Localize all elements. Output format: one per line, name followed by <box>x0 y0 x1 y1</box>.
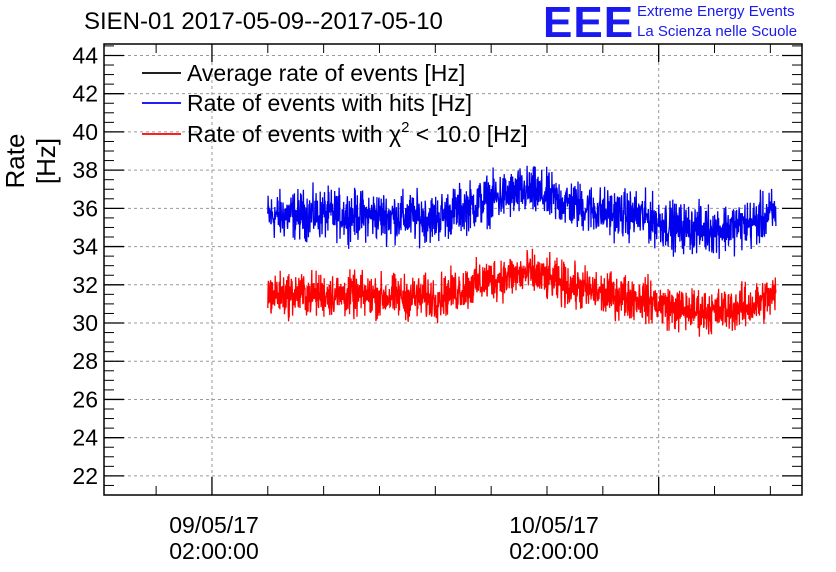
legend-label: Rate of events with χ2 < 10.0 [Hz] <box>187 119 528 147</box>
series-layer <box>267 165 777 337</box>
y-tick-label: 36 <box>72 195 98 221</box>
legend-label: Rate of events with hits [Hz] <box>187 90 472 116</box>
x-tick-date: 09/05/17 <box>169 512 259 538</box>
y-axis-label: Rate [Hz] <box>0 133 61 189</box>
y-tick-label: 40 <box>72 119 98 145</box>
series-line <box>267 165 777 259</box>
x-tick-time: 02:00:00 <box>169 538 259 564</box>
y-tick-label: 26 <box>72 386 98 412</box>
chart-title: SIEN-01 2017-05-09--2017-05-10 <box>84 8 443 35</box>
series-line <box>267 248 777 337</box>
legend-label-text: Rate of events with hits [Hz] <box>187 90 472 116</box>
y-tick-label: 44 <box>72 42 98 68</box>
legend-label-text: Rate of events with χ <box>187 121 401 147</box>
x-tick-label: 10/05/17 02:00:00 <box>484 512 624 564</box>
y-tick-label: 22 <box>72 463 98 489</box>
x-tick-label: 09/05/17 02:00:00 <box>144 512 284 564</box>
legend-label: Average rate of events [Hz] <box>187 60 465 86</box>
y-tick-label: 28 <box>72 348 98 374</box>
y-tick-label: 32 <box>72 272 98 298</box>
y-tick-label: 24 <box>72 425 98 451</box>
y-tick-label: 34 <box>72 234 98 260</box>
plot-frame <box>103 43 803 496</box>
x-tick-date: 10/05/17 <box>509 512 599 538</box>
legend: Average rate of events [Hz] Rate of event… <box>142 60 528 147</box>
x-tick-time: 02:00:00 <box>509 538 599 564</box>
axis-ticks: 22 24 26 28 30 32 34 36 38 40 42 44 <box>72 42 802 496</box>
y-tick-label: 30 <box>72 310 98 336</box>
logo-line-1: Extreme Energy Events <box>637 3 795 20</box>
eee-logo: EEE <box>543 0 635 47</box>
y-tick-label: 38 <box>72 157 98 183</box>
legend-label-superscript: 2 <box>401 119 409 136</box>
legend-label-suffix: < 10.0 [Hz] <box>409 121 527 147</box>
logo-line-2: La Scienza nelle Scuole <box>637 23 798 40</box>
y-tick-label: 42 <box>72 81 98 107</box>
legend-label-text: Average rate of events [Hz] <box>187 60 465 86</box>
